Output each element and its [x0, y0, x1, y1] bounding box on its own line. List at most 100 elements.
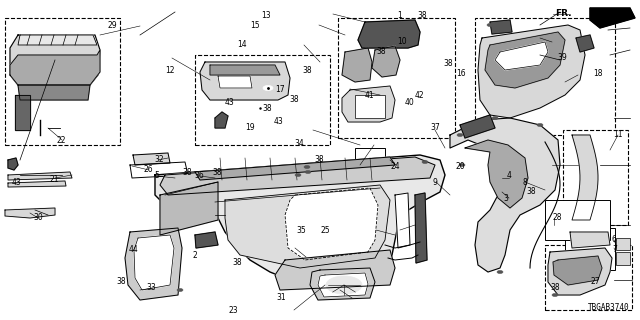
Polygon shape [160, 182, 218, 235]
Text: 9: 9 [433, 178, 438, 187]
Text: 44: 44 [128, 245, 138, 254]
Polygon shape [218, 76, 252, 88]
Text: 43: 43 [224, 98, 234, 107]
Bar [616, 252, 630, 265]
Text: 14: 14 [237, 40, 247, 49]
Circle shape [177, 289, 183, 292]
Bar [563, 130, 628, 225]
Text: 38: 38 [417, 12, 428, 20]
Circle shape [326, 276, 362, 294]
Polygon shape [215, 112, 228, 128]
Text: 30: 30 [33, 213, 44, 222]
Text: 40: 40 [404, 98, 415, 107]
Text: 38: 38 [212, 168, 223, 177]
Polygon shape [133, 153, 170, 165]
Polygon shape [318, 273, 368, 297]
Polygon shape [572, 135, 598, 220]
Text: 13: 13 [260, 12, 271, 20]
Circle shape [256, 106, 264, 110]
Polygon shape [195, 232, 218, 248]
Text: 38: 38 [550, 284, 561, 292]
Bar [545, 200, 610, 240]
Text: 38: 38 [182, 168, 192, 177]
Text: 3: 3 [503, 194, 508, 203]
Polygon shape [395, 193, 410, 248]
Bar [195, 55, 330, 145]
Text: 20: 20 [456, 162, 466, 171]
Polygon shape [553, 256, 602, 285]
Polygon shape [415, 193, 427, 263]
Text: 18: 18 [594, 69, 603, 78]
Text: 42: 42 [414, 92, 424, 100]
Text: 26: 26 [143, 165, 154, 174]
Polygon shape [478, 25, 585, 118]
Bar [5, 18, 120, 145]
Polygon shape [358, 20, 420, 48]
Polygon shape [275, 250, 395, 290]
Text: 15: 15 [250, 21, 260, 30]
Polygon shape [8, 181, 66, 187]
Text: 19: 19 [244, 124, 255, 132]
Polygon shape [10, 50, 100, 85]
Polygon shape [465, 140, 528, 208]
Text: 8: 8 [522, 178, 527, 187]
Polygon shape [210, 65, 280, 75]
Text: 38: 38 [376, 47, 386, 56]
Circle shape [497, 270, 503, 274]
Polygon shape [200, 62, 290, 100]
Bar [545, 245, 632, 310]
Polygon shape [8, 172, 72, 180]
Text: 17: 17 [275, 85, 285, 94]
Text: 28: 28 [552, 213, 561, 222]
Text: 1: 1 [397, 12, 403, 20]
Polygon shape [548, 248, 612, 295]
Text: 38: 38 [443, 60, 453, 68]
Text: 29: 29 [107, 21, 117, 30]
Bar [565, 228, 615, 270]
Text: 32: 32 [154, 156, 164, 164]
Text: 38: 38 [116, 277, 127, 286]
Polygon shape [10, 35, 100, 85]
Text: 36: 36 [195, 172, 205, 180]
Text: 2: 2 [193, 252, 198, 260]
Polygon shape [576, 35, 594, 52]
Text: 38: 38 [526, 188, 536, 196]
Text: 35: 35 [296, 226, 306, 235]
Polygon shape [570, 232, 610, 248]
Polygon shape [195, 157, 395, 180]
Circle shape [457, 133, 463, 137]
Bar [355, 95, 385, 118]
Circle shape [422, 161, 428, 164]
Circle shape [552, 293, 558, 297]
Circle shape [263, 85, 273, 91]
Text: 27: 27 [590, 277, 600, 286]
Circle shape [492, 116, 498, 119]
Polygon shape [130, 162, 188, 178]
Bar [616, 238, 630, 250]
Text: 16: 16 [456, 69, 466, 78]
Text: 31: 31 [276, 293, 287, 302]
Bar [475, 18, 615, 135]
Polygon shape [134, 235, 174, 290]
Text: 43: 43 [12, 178, 22, 187]
Circle shape [295, 173, 301, 177]
Text: 38: 38 [314, 156, 324, 164]
Text: 25: 25 [320, 226, 330, 235]
Polygon shape [18, 85, 90, 100]
Text: 38: 38 [232, 258, 243, 267]
Text: 6: 6 [612, 236, 617, 244]
Polygon shape [590, 8, 635, 28]
Text: 12: 12 [165, 66, 174, 75]
Polygon shape [15, 95, 30, 130]
Text: 33: 33 [147, 284, 157, 292]
Text: 37: 37 [430, 124, 440, 132]
Polygon shape [372, 46, 400, 77]
Circle shape [459, 164, 465, 166]
Text: 4: 4 [506, 172, 511, 180]
Circle shape [537, 124, 543, 126]
Polygon shape [225, 185, 390, 268]
Circle shape [305, 171, 311, 173]
Text: 43: 43 [273, 117, 284, 126]
Polygon shape [342, 48, 372, 82]
Polygon shape [5, 208, 55, 218]
